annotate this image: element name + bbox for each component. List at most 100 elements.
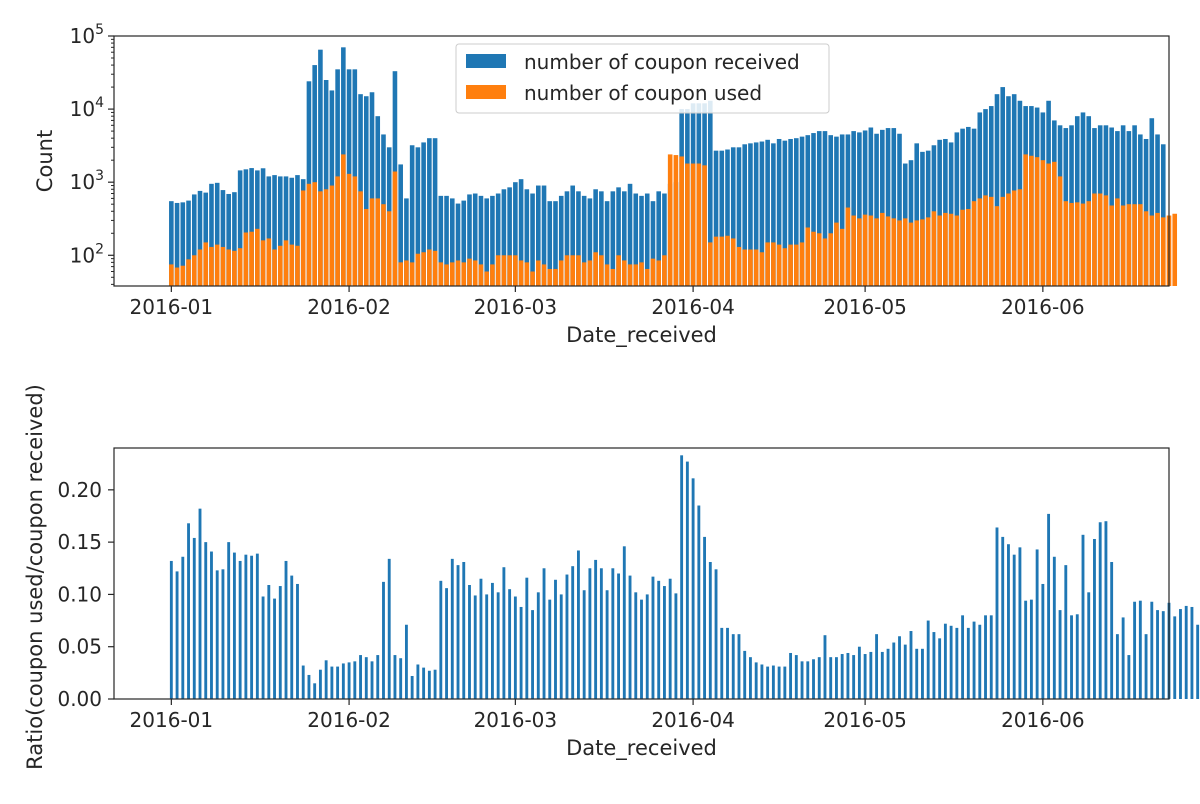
bar-received bbox=[513, 182, 518, 286]
bar-ratio bbox=[519, 606, 523, 699]
bar-used bbox=[392, 171, 398, 286]
bar-used bbox=[1057, 176, 1063, 286]
bar-received bbox=[524, 189, 530, 286]
bar-received bbox=[1011, 94, 1017, 286]
bar-ratio bbox=[880, 651, 884, 699]
bar-ratio bbox=[1035, 549, 1039, 699]
series-used bbox=[169, 154, 1178, 286]
bar-used bbox=[398, 262, 403, 286]
bar-used bbox=[352, 176, 358, 286]
bar-ratio bbox=[238, 560, 242, 699]
bar-used bbox=[421, 252, 426, 286]
bar-received bbox=[220, 190, 226, 286]
bar-ratio bbox=[210, 551, 213, 699]
bar-ratio bbox=[261, 596, 265, 699]
bar-received bbox=[249, 168, 254, 286]
x-tick-label: 2016-01 bbox=[130, 295, 214, 319]
bar-used bbox=[1074, 202, 1080, 286]
bar-used bbox=[404, 260, 409, 286]
bar-used bbox=[558, 260, 564, 286]
bar-received bbox=[226, 193, 231, 286]
bar-used bbox=[788, 244, 793, 286]
bar-used bbox=[564, 255, 570, 286]
bar-received bbox=[765, 139, 770, 286]
bar-received bbox=[277, 176, 283, 286]
bar-ratio bbox=[462, 561, 466, 699]
bar-used bbox=[283, 240, 289, 286]
bar-received bbox=[495, 193, 501, 286]
bar-ratio bbox=[1138, 600, 1142, 699]
bar-used bbox=[931, 211, 937, 286]
bar-ratio bbox=[1156, 610, 1159, 699]
chart-ratio: 0.00 0.05 0.10 0.15 0.20 2016-01 2016-02 2016-0… bbox=[23, 384, 1200, 770]
bar-ratio bbox=[1104, 521, 1108, 699]
bar-used bbox=[289, 244, 295, 286]
bar-used bbox=[1086, 201, 1092, 286]
bar-used bbox=[880, 212, 885, 286]
bar-used bbox=[874, 218, 879, 286]
bar-used bbox=[536, 260, 541, 286]
bar-ratio bbox=[731, 634, 735, 699]
bar-used bbox=[472, 260, 478, 286]
bar-ratio bbox=[749, 657, 752, 699]
y-tick-label: 105 bbox=[70, 22, 104, 48]
bar-ratio bbox=[485, 594, 489, 699]
bar-received bbox=[771, 143, 776, 286]
bar-used bbox=[220, 246, 226, 286]
bar-ratio bbox=[720, 627, 724, 699]
bar-used bbox=[467, 258, 472, 286]
bar-received bbox=[409, 145, 415, 286]
bar-ratio bbox=[1070, 615, 1073, 699]
bar-ratio bbox=[634, 592, 638, 699]
y-tick-label: 104 bbox=[70, 95, 104, 121]
bar-received bbox=[461, 200, 467, 286]
bar-ratio bbox=[760, 664, 764, 699]
bar-received bbox=[839, 134, 845, 286]
bar-received bbox=[272, 175, 277, 286]
bar-ratio bbox=[324, 660, 328, 699]
bar-received bbox=[541, 185, 547, 286]
legend-box bbox=[455, 43, 830, 114]
bar-ratio bbox=[1001, 536, 1005, 699]
bar-ratio bbox=[273, 598, 276, 699]
bar-ratio bbox=[244, 554, 248, 699]
bar-used bbox=[948, 213, 954, 286]
bar-used bbox=[639, 262, 644, 286]
bar-ratio bbox=[1150, 601, 1154, 699]
bar-ratio bbox=[1029, 599, 1033, 699]
bar-used bbox=[306, 183, 312, 286]
bar-used bbox=[277, 245, 283, 286]
bar-ratio bbox=[468, 585, 471, 699]
bar-received bbox=[398, 164, 403, 286]
bar-received bbox=[421, 142, 426, 286]
bar-received bbox=[369, 92, 375, 286]
bar-received bbox=[536, 185, 541, 286]
legend-swatch-used bbox=[466, 85, 506, 99]
bar-used bbox=[650, 258, 656, 286]
bar-used bbox=[713, 236, 719, 286]
bar-ratio bbox=[1173, 616, 1177, 699]
bar-received bbox=[788, 138, 793, 286]
bar-ratio bbox=[789, 652, 793, 699]
bar-ratio bbox=[227, 542, 231, 699]
bar-used bbox=[851, 215, 856, 286]
bar-received bbox=[799, 136, 805, 286]
bar-received bbox=[289, 177, 295, 286]
bar-used bbox=[839, 228, 845, 286]
bar-used bbox=[513, 255, 518, 286]
bar-ratio bbox=[296, 583, 299, 699]
bar-used bbox=[925, 217, 931, 286]
bar-received bbox=[880, 129, 885, 286]
bar-used bbox=[300, 190, 306, 286]
bar-received bbox=[214, 182, 220, 286]
bar-ratio bbox=[674, 593, 678, 699]
bar-received bbox=[478, 195, 484, 286]
bar-used bbox=[908, 222, 914, 286]
bar-received bbox=[662, 193, 667, 286]
bar-received bbox=[748, 143, 753, 286]
bar-used bbox=[369, 198, 375, 286]
bar-ratio bbox=[708, 561, 712, 699]
bar-used bbox=[530, 271, 535, 286]
bar-ratio bbox=[886, 648, 890, 699]
